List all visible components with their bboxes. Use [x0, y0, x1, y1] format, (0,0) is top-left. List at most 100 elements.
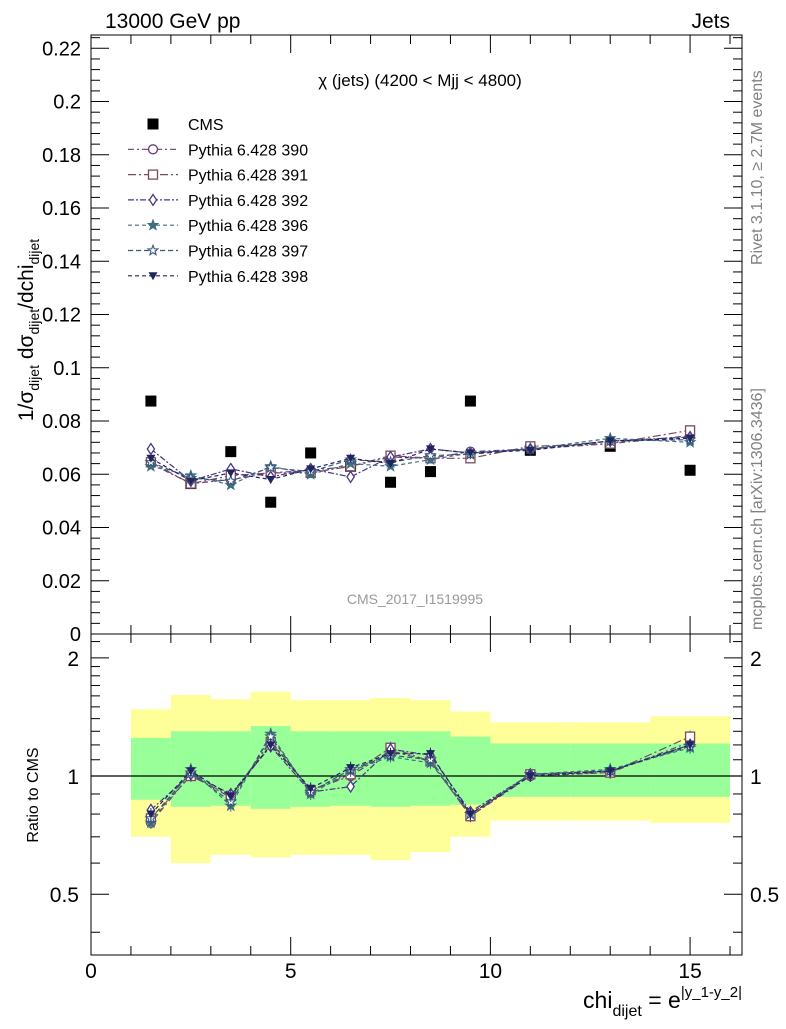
data-point — [344, 456, 358, 470]
xtick-label: 15 — [678, 960, 701, 983]
main-ytick-label: 0.22 — [42, 38, 81, 60]
rivet-label: Rivet 3.1.10, ≥ 2.7M events — [749, 70, 766, 265]
ratio-point — [186, 767, 196, 776]
mcplots-label: mcplots.cern.ch [arXiv:1306.3436] — [749, 388, 766, 630]
band-inner — [130, 737, 171, 800]
watermark: CMS_2017_I1519995 — [347, 591, 483, 607]
legend-marker — [146, 243, 160, 256]
main-ytick-label: 0 — [70, 624, 81, 646]
data-point — [306, 465, 316, 474]
ratio-uncertainty-bands — [130, 691, 731, 864]
main-title: χ (jets) (4200 < Mjj < 4800) — [318, 71, 522, 90]
ratio-point — [605, 767, 615, 776]
ratio-ytick-label: 0.5 — [50, 884, 79, 907]
ratio-point — [425, 750, 435, 759]
data-point — [605, 437, 615, 446]
legend-marker — [147, 169, 159, 180]
main-ylabel: 1/σdijet dσdijet/dchidijet — [15, 239, 42, 421]
data-point — [684, 464, 696, 476]
legend-label: Pythia 6.428 397 — [188, 244, 308, 261]
legend: CMS Pythia 6.428 390 Pythia 6.428 391 Pythi… — [128, 117, 308, 286]
main-ytick-label: 0.02 — [42, 571, 81, 593]
legend-label: Pythia 6.428 398 — [188, 269, 308, 286]
main-panel: χ (jets) (4200 < Mjj < 4800) CMS_2017_I1… — [42, 34, 743, 646]
data-point — [346, 454, 356, 463]
data-point — [685, 434, 695, 443]
ratio-point — [525, 772, 535, 781]
data-point — [225, 446, 237, 458]
legend-entry-cms: CMS — [147, 117, 224, 134]
main-ytick-label: 0.14 — [42, 251, 81, 273]
band-inner — [450, 736, 491, 805]
legend-entry-pythia-6-428-390: Pythia 6.428 390 — [128, 142, 308, 159]
legend-marker — [148, 272, 158, 281]
legend-entry-pythia-6-428-396: Pythia 6.428 396 — [128, 218, 308, 235]
main-ytick-label: 0.04 — [42, 518, 81, 540]
ratio-point — [264, 729, 278, 743]
ratio-series-group — [144, 727, 697, 829]
x-ticks: 0 5 10 15 — [85, 634, 731, 983]
legend-entry-pythia-6-428-398: Pythia 6.428 398 — [128, 269, 308, 286]
data-point — [266, 475, 276, 485]
series-pythia-6-428-398 — [146, 434, 695, 486]
data-point — [146, 442, 156, 456]
ratio-frame — [90, 633, 743, 956]
xtick-label: 10 — [479, 960, 502, 983]
data-point — [305, 447, 317, 459]
main-ytick-label: 0.16 — [42, 198, 81, 220]
ratio-point — [465, 810, 475, 819]
data-point — [346, 470, 355, 484]
ratio-point — [685, 741, 695, 750]
data-point — [224, 478, 238, 491]
series-line — [150, 435, 691, 485]
legend-label: Pythia 6.428 392 — [188, 193, 308, 210]
ratio-point — [346, 779, 355, 794]
ratio-y-ticks: 0.5 0.5 1 1 2 2 — [50, 641, 779, 933]
ratio-series-pythia-6-428-397 — [144, 729, 697, 825]
data-point — [424, 466, 436, 478]
ratio-series-line — [150, 735, 691, 819]
data-point — [264, 460, 278, 474]
data-point — [424, 452, 437, 466]
series-line — [150, 437, 691, 482]
ratio-point — [386, 750, 396, 759]
xtick-label: 5 — [285, 960, 297, 983]
legend-marker — [147, 118, 159, 130]
data-point — [146, 454, 156, 463]
data-point — [145, 395, 157, 407]
x-axis-label: chidijet = e|y_1-y_2| — [583, 984, 742, 1020]
ratio-ytick-label-right: 2 — [750, 648, 762, 671]
data-point — [224, 474, 238, 487]
ratio-series-line — [150, 739, 691, 824]
header-right: Jets — [691, 10, 730, 33]
data-point — [226, 469, 236, 478]
data-point — [265, 496, 277, 508]
ratio-point — [346, 764, 356, 773]
main-ytick-label: 0.06 — [42, 464, 81, 486]
main-y-ticks: 0 0.02 0.04 0.06 0.08 0.1 0.12 0.14 0.16 0.18 0.2 0… — [42, 35, 742, 646]
ratio-ytick-label: 2 — [67, 648, 79, 671]
legend-label: CMS — [188, 117, 224, 134]
series-cms — [145, 395, 696, 508]
ratio-ytick-label: 1 — [67, 766, 79, 789]
main-ytick-label: 0.2 — [53, 92, 81, 114]
data-point — [386, 460, 396, 469]
data-point — [464, 395, 476, 407]
main-ytick-label: 0.1 — [53, 358, 81, 380]
main-ytick-label: 0.18 — [42, 145, 81, 167]
ratio-point — [266, 741, 276, 750]
data-point — [385, 476, 397, 488]
legend-marker — [146, 218, 160, 231]
main-ytick-label: 0.08 — [42, 411, 81, 433]
ratio-point — [306, 784, 316, 793]
legend-label: Pythia 6.428 391 — [188, 168, 308, 185]
data-point — [186, 477, 196, 486]
legend-entry-pythia-6-428-392: Pythia 6.428 392 — [128, 193, 308, 210]
legend-marker — [147, 144, 159, 155]
header-left: 13000 GeV pp — [105, 10, 240, 33]
ratio-ytick-label-right: 1 — [750, 766, 762, 789]
ratio-series-pythia-6-428-398 — [146, 738, 695, 821]
legend-label: Pythia 6.428 390 — [188, 142, 308, 159]
data-point — [144, 459, 158, 472]
